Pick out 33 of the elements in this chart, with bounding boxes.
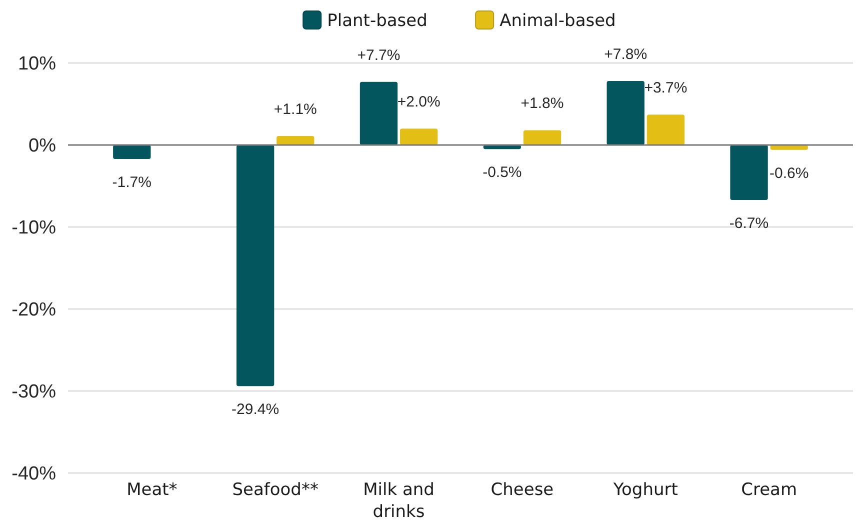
data-label: +7.7% — [357, 46, 400, 64]
data-label: +1.8% — [520, 95, 564, 112]
data-label: +3.7% — [644, 80, 688, 97]
bar — [606, 81, 644, 145]
bar — [400, 128, 438, 145]
bar — [236, 145, 274, 386]
legend-label: Animal-based — [500, 10, 616, 31]
bar — [523, 130, 562, 145]
data-label: -1.7% — [112, 174, 152, 191]
bar — [646, 114, 685, 145]
data-label: -6.7% — [729, 214, 769, 232]
data-label: +1.1% — [274, 100, 317, 118]
bar — [113, 145, 151, 159]
x-tick-label: Cream — [741, 480, 798, 500]
data-label: +7.8% — [604, 46, 648, 64]
x-tick-label: Seafood** — [232, 480, 318, 500]
legend-label: Plant-based — [327, 10, 428, 31]
x-tick-label: Cheese — [490, 480, 554, 500]
data-label: -0.6% — [770, 164, 809, 182]
y-tick-label: -40% — [12, 464, 56, 485]
y-tick-label: 0% — [28, 136, 56, 157]
x-tick-label: Yoghurt — [612, 480, 678, 500]
y-tick-label: 10% — [18, 54, 56, 75]
x-tick-label: Milk and drinks — [363, 480, 434, 522]
bar — [730, 145, 768, 200]
y-tick-label: -10% — [12, 218, 56, 239]
data-label: -0.5% — [482, 164, 522, 182]
y-tick-label: -30% — [12, 382, 56, 403]
data-label: +2.0% — [397, 94, 440, 111]
data-label: -29.4% — [232, 401, 280, 418]
x-tick-label: Meat* — [126, 480, 178, 500]
bar — [360, 82, 398, 145]
y-tick-label: -20% — [12, 300, 56, 321]
